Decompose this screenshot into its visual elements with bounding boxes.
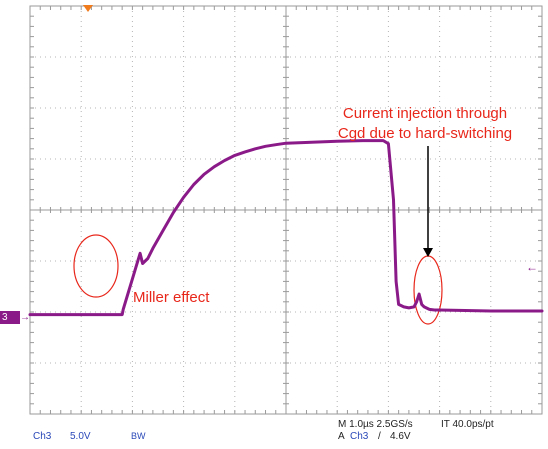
channel-scale: 5.0V xyxy=(70,431,91,442)
trigger-slope: / xyxy=(378,431,381,442)
trigger-level-arrow: ← xyxy=(526,260,538,274)
trigger-level: 4.6V xyxy=(390,431,411,442)
channel-ground-arrow: → xyxy=(20,312,30,323)
hard-switching-annotation: Current injection through Cgd due to har… xyxy=(300,104,548,144)
trigger-source: Ch3 xyxy=(350,431,369,442)
arrow-head xyxy=(423,248,433,257)
waveform-trace xyxy=(28,139,544,317)
miller-effect-annotation: Miller effect xyxy=(133,289,210,306)
annotation-arrow xyxy=(423,146,433,257)
waveform-line xyxy=(28,139,544,317)
annotation-line-1: Current injection through xyxy=(342,105,508,122)
channel-label: Ch3 xyxy=(33,431,52,442)
trigger-label: A xyxy=(338,431,345,442)
graticule-grid xyxy=(29,5,543,415)
trigger-position-marker xyxy=(83,5,93,12)
channel-ground-marker: 3 xyxy=(0,311,20,324)
annotation-line-2: Cgd due to hard-switching xyxy=(337,125,513,142)
bandwidth-limit-label: BW xyxy=(131,431,146,441)
miller-effect-ellipse xyxy=(73,234,119,298)
record-interval-readout: IT 40.0ps/pt xyxy=(441,419,494,430)
timebase-readout: M 1.0µs 2.5GS/s xyxy=(338,419,413,430)
